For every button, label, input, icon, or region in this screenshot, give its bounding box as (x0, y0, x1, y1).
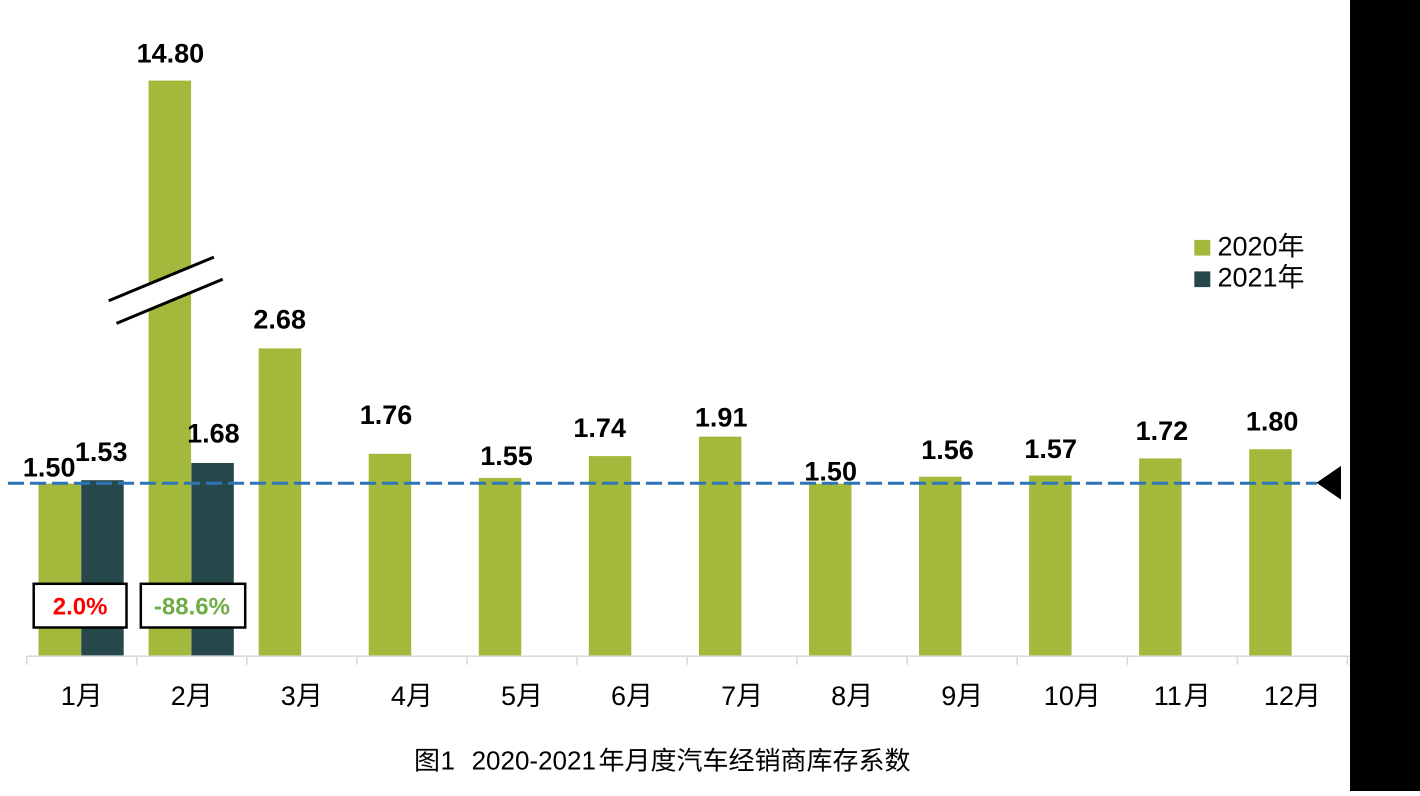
svg-text:3: 3 (281, 681, 296, 711)
svg-text:8: 8 (831, 681, 846, 711)
svg-text:1.50: 1.50 (23, 452, 76, 482)
svg-text:2: 2 (171, 681, 186, 711)
svg-text:1: 1 (441, 746, 455, 776)
svg-text:1.55: 1.55 (480, 441, 533, 471)
svg-text:1.91: 1.91 (695, 402, 748, 432)
svg-text:12: 12 (1264, 681, 1294, 711)
svg-text:2020-2021: 2020-2021 (472, 746, 596, 776)
svg-text:1.80: 1.80 (1246, 406, 1299, 436)
svg-text:2020: 2020 (1218, 232, 1278, 262)
svg-text:2.0%: 2.0% (53, 594, 108, 621)
svg-text:1.74: 1.74 (573, 413, 626, 443)
svg-text:1.57: 1.57 (1024, 434, 1077, 464)
svg-text:6: 6 (611, 681, 626, 711)
svg-text:5: 5 (501, 681, 516, 711)
svg-text:-88.6%: -88.6% (154, 594, 230, 621)
svg-text:9: 9 (941, 681, 956, 711)
svg-text:1.56: 1.56 (921, 435, 974, 465)
svg-text:1.50: 1.50 (804, 457, 857, 487)
svg-text:4: 4 (391, 681, 406, 711)
svg-text:1.72: 1.72 (1136, 416, 1189, 446)
svg-text:1.53: 1.53 (75, 437, 128, 467)
svg-text:1: 1 (61, 681, 76, 711)
svg-text:2.68: 2.68 (253, 305, 306, 335)
svg-text:1.68: 1.68 (187, 419, 240, 449)
svg-text:14.80: 14.80 (137, 38, 205, 68)
svg-text:11: 11 (1154, 681, 1182, 711)
svg-text:7: 7 (721, 681, 736, 711)
svg-text:2021: 2021 (1218, 263, 1278, 293)
svg-text:10: 10 (1044, 681, 1074, 711)
svg-text:1.76: 1.76 (360, 400, 413, 430)
